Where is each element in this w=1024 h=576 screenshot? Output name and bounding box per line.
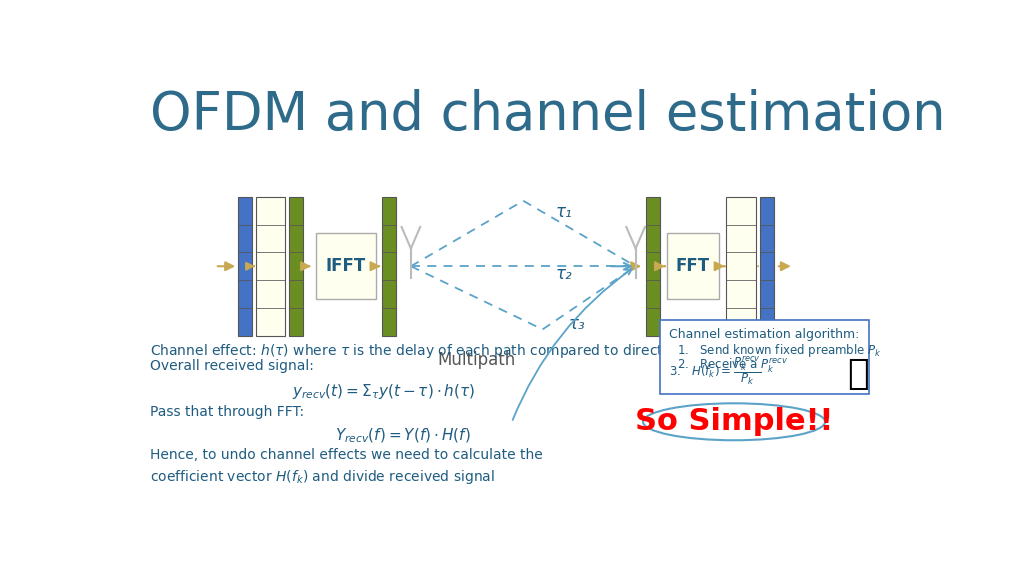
FancyBboxPatch shape — [659, 320, 869, 394]
Text: 3.   $H(f_k) = \dfrac{P_k^{recv}}{P_k}$: 3. $H(f_k) = \dfrac{P_k^{recv}}{P_k}$ — [669, 354, 761, 387]
FancyBboxPatch shape — [667, 233, 719, 298]
Bar — [760, 197, 773, 336]
Bar — [256, 197, 286, 336]
Text: IFFT: IFFT — [326, 257, 366, 275]
Bar — [726, 197, 756, 336]
Bar — [646, 197, 659, 336]
Text: τ₂: τ₂ — [556, 265, 572, 283]
Text: FFT: FFT — [676, 257, 710, 275]
Text: Channel estimation algorithm:: Channel estimation algorithm: — [669, 328, 859, 341]
Text: 💡: 💡 — [847, 357, 868, 391]
Text: $y_{recv}(t) = \Sigma_\tau y(t - \tau) \cdot h(\tau)$: $y_{recv}(t) = \Sigma_\tau y(t - \tau) \… — [292, 382, 475, 401]
Text: τ₃: τ₃ — [568, 315, 585, 333]
Text: So Simple!!: So Simple!! — [635, 407, 834, 436]
Text: Multipath: Multipath — [437, 351, 516, 369]
Text: Channel effect: $h(\tau)$ where $\tau$ is the delay of each path compared to dir: Channel effect: $h(\tau)$ where $\tau$ i… — [150, 342, 702, 359]
Text: $Y_{recv}(f) = Y(f) \cdot H(f)$: $Y_{recv}(f) = Y(f) \cdot H(f)$ — [335, 426, 471, 445]
Text: Overall received signal:: Overall received signal: — [150, 359, 313, 373]
Text: 1.   Send known fixed preamble $P_k$: 1. Send known fixed preamble $P_k$ — [677, 342, 882, 359]
Bar — [289, 197, 303, 336]
FancyBboxPatch shape — [315, 233, 376, 298]
Text: OFDM and channel estimation: OFDM and channel estimation — [150, 89, 945, 141]
Text: Hence, to undo channel effects we need to calculate the
coefficient vector $H(f_: Hence, to undo channel effects we need t… — [150, 448, 543, 487]
Bar — [238, 197, 252, 336]
Text: Pass that through FFT:: Pass that through FFT: — [150, 405, 304, 419]
Text: 2.   Receive a $P_k^{recv}$: 2. Receive a $P_k^{recv}$ — [677, 357, 788, 375]
Bar — [382, 197, 396, 336]
Text: τ₁: τ₁ — [556, 203, 572, 221]
